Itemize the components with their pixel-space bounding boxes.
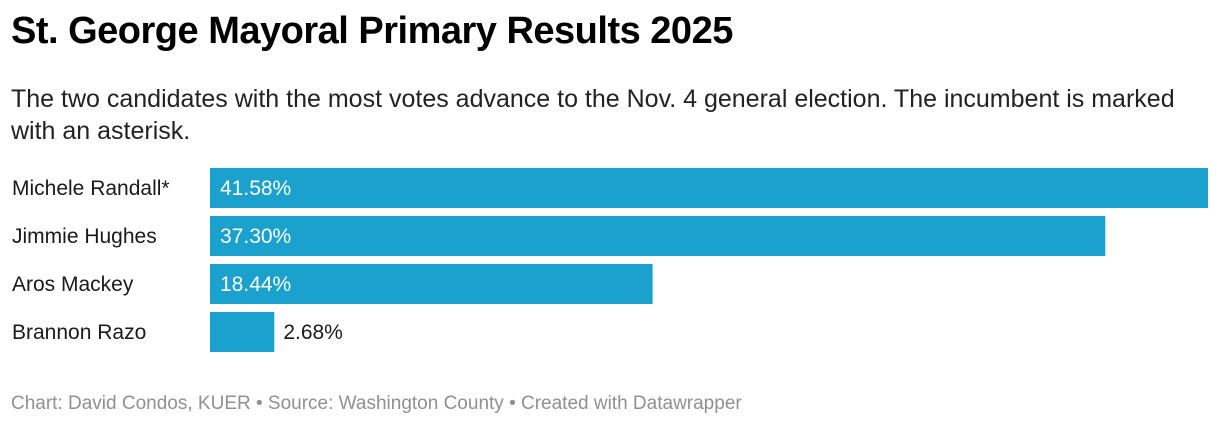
category-label: Michele Randall* [12, 177, 170, 200]
chart-footer: Chart: David Condos, KUER • Source: Wash… [11, 393, 742, 414]
value-label: 2.68% [283, 321, 343, 344]
bar [210, 264, 653, 304]
value-label: 37.30% [220, 225, 291, 248]
bar [210, 168, 1208, 208]
value-label: 18.44% [220, 273, 291, 296]
chart-subtitle: The two candidates with the most votes a… [11, 85, 1175, 145]
category-label: Jimmie Hughes [12, 225, 157, 248]
bar [210, 216, 1106, 256]
value-label: 41.58% [220, 177, 291, 200]
category-label: Brannon Razo [12, 321, 146, 344]
chart-title: St. George Mayoral Primary Results 2025 [11, 10, 733, 52]
bar-chart: Michele Randall* 41.58% Jimmie Hughes 37.30… [12, 168, 1208, 352]
category-label: Aros Mackey [12, 273, 134, 296]
bar [210, 312, 275, 352]
